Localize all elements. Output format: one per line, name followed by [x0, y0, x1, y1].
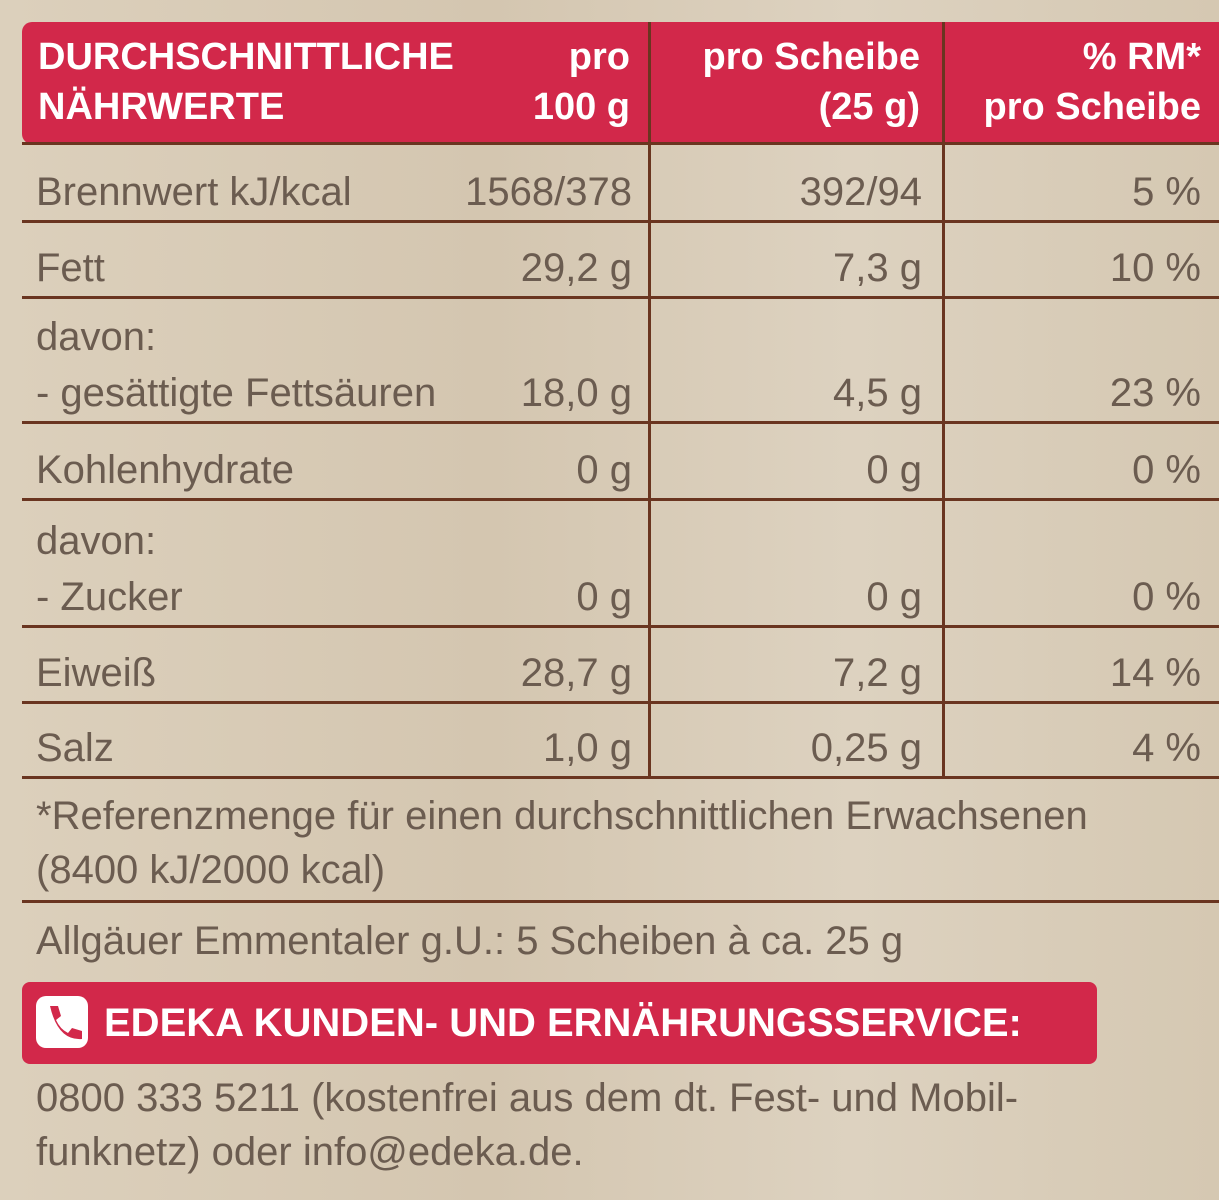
rm-percent: 0 % [1132, 448, 1201, 492]
row-label: - Zucker [36, 575, 183, 619]
row-label: Kohlenhydrate [36, 448, 294, 492]
service-band [22, 982, 1097, 1064]
rm-percent: 14 % [1109, 651, 1201, 695]
service-title: EDEKA KUNDEN- UND ERNÄHRUNGSSERVICE: [104, 1001, 1022, 1045]
row-label: - gesättigte Fettsäuren [36, 371, 437, 415]
header-text: pro [568, 36, 630, 78]
header-text: NÄHRWERTE [38, 86, 285, 128]
rule [22, 776, 1219, 779]
rm-percent: 10 % [1109, 246, 1201, 290]
row-label: davon: [36, 315, 157, 359]
per-100g: 29,2 g [520, 246, 632, 290]
row-label: Eiweiß [36, 651, 157, 695]
header-text: pro Scheibe [702, 36, 921, 78]
per-slice: 7,3 g [833, 246, 922, 290]
per-100g: 28,7 g [520, 651, 632, 695]
column-rule [942, 22, 945, 778]
rule [22, 142, 1219, 145]
rm-percent: 0 % [1132, 575, 1201, 619]
serving-note: Allgäuer Emmentaler g.U.: 5 Scheiben à c… [36, 919, 904, 963]
rm-percent: 4 % [1132, 726, 1201, 770]
row-label: davon: [36, 519, 157, 563]
per-slice: 4,5 g [833, 371, 922, 415]
rule [22, 220, 1219, 223]
header-text: % RM* [1082, 36, 1201, 78]
rm-percent: 5 % [1132, 170, 1201, 214]
rule [22, 498, 1219, 501]
per-slice: 392/94 [799, 170, 922, 214]
rule [22, 421, 1219, 424]
contact: 0800 333 5211 (kostenfrei aus dem dt. Fe… [36, 1076, 1019, 1120]
header-text: (25 g) [818, 86, 920, 128]
row-label: Fett [36, 246, 105, 290]
rule [22, 296, 1219, 299]
per-slice: 7,2 g [833, 651, 922, 695]
per-slice: 0 g [866, 448, 922, 492]
per-100g: 1568/378 [465, 170, 632, 214]
contact: funknetz) oder info@edeka.de. [36, 1130, 584, 1174]
footnote: (8400 kJ/2000 kcal) [36, 848, 386, 892]
per-slice: 0 g [866, 575, 922, 619]
phone-icon [36, 996, 88, 1048]
per-slice: 0,25 g [810, 726, 922, 770]
rm-percent: 23 % [1109, 371, 1201, 415]
header-text: DURCHSCHNITTLICHE [38, 36, 454, 78]
per-100g: 1,0 g [543, 726, 632, 770]
rule [22, 701, 1219, 704]
header-text: pro Scheibe [983, 86, 1202, 128]
rule [22, 900, 1219, 903]
header-band [22, 22, 1219, 144]
per-100g: 0 g [576, 448, 632, 492]
per-100g: 0 g [576, 575, 632, 619]
row-label: Salz [36, 726, 114, 770]
footnote: *Referenzmenge für einen durchschnittlic… [36, 794, 1088, 838]
column-rule [648, 22, 651, 778]
rule [22, 625, 1219, 628]
per-100g: 18,0 g [520, 371, 632, 415]
header-text: 100 g [532, 86, 630, 128]
row-label: Brennwert kJ/kcal [36, 170, 352, 214]
